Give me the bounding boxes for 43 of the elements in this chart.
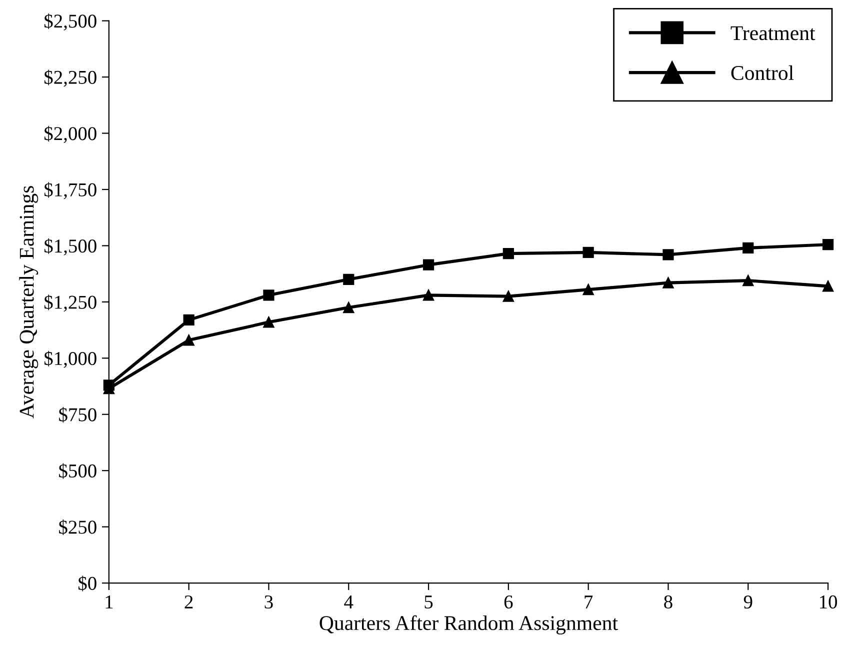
point [742,275,754,286]
x-tick-label: 9 [744,595,752,609]
point [822,239,834,250]
x-tick-label: 1 [106,596,113,608]
y-tick-label: $2,500 [44,13,96,31]
legend-label: Treatment [730,26,816,40]
x-tick-label: 7 [584,596,593,608]
point [183,334,194,346]
point [263,290,274,301]
y-tick-label: $1,250 [44,294,96,312]
point [502,290,514,302]
y-axis-title: Average Quarterly Earnings [19,186,38,418]
y-tick-label: $1,000 [44,350,96,368]
point [263,316,274,328]
point [343,302,354,314]
x-tick-label: 3 [264,595,273,609]
x-axis-title: Quarters After Random Assignment [320,615,618,634]
legend-label: Control [731,65,794,80]
y-tick-label: $2,250 [44,70,96,87]
point [582,284,594,296]
y-tick-label: $750 [59,407,96,423]
point [422,290,434,301]
point [502,248,514,260]
x-tick-label: 4 [344,596,354,608]
y-tick-label: $1,750 [44,182,96,200]
y-tick-label: $0 [78,576,96,592]
point [582,246,594,258]
point [422,259,434,270]
point [662,249,674,260]
y-tick-label: $250 [59,519,96,536]
x-tick-label: 5 [424,596,433,609]
point [183,314,194,326]
x-tick-label: 10 [820,595,838,609]
x-tick-label: 2 [184,595,193,608]
point [822,280,834,292]
point [662,277,674,288]
y-tick-label: $2,000 [44,126,96,143]
point [343,274,354,285]
x-tick-label: 8 [664,595,672,609]
point [742,242,754,254]
x-tick-label: 6 [504,595,513,609]
y-tick-label: $1,500 [44,238,96,256]
y-tick-label: $500 [59,463,96,479]
